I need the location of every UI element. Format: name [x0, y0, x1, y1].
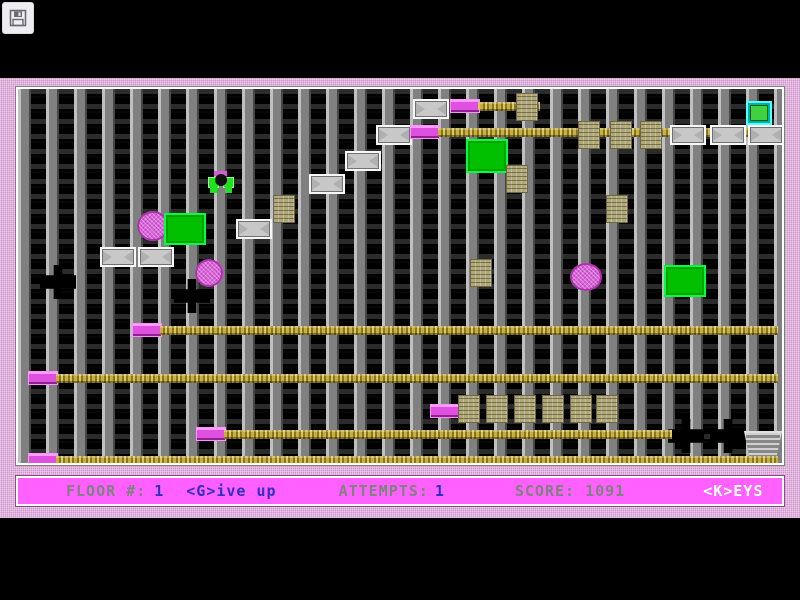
- player-head: [215, 174, 227, 186]
- cyan-item-sprite[interactable]: [746, 101, 772, 125]
- rope-sprite[interactable]: [56, 456, 778, 463]
- clamp-sprite[interactable]: [100, 247, 136, 267]
- rope-sprite[interactable]: [480, 102, 540, 111]
- score-value: 1091: [585, 482, 626, 500]
- rubble-sprite: [606, 195, 628, 223]
- rope-sprite[interactable]: [160, 326, 778, 335]
- give-up-command[interactable]: <G>ive up: [186, 482, 277, 500]
- clamp-sprite[interactable]: [345, 151, 381, 171]
- door-sprite[interactable]: [164, 213, 206, 245]
- player-hat: [214, 171, 227, 176]
- cart-sprite[interactable]: [28, 371, 58, 385]
- cart-sprite[interactable]: [132, 323, 162, 337]
- rope-sprite[interactable]: [224, 430, 672, 439]
- player-sprite[interactable]: [208, 171, 234, 193]
- floor-label: FLOOR #:: [66, 482, 147, 500]
- door-sprite[interactable]: [466, 139, 508, 173]
- rubble-sprite: [640, 121, 662, 149]
- rubble-sprite: [516, 93, 538, 121]
- rubble-sprite: [578, 121, 600, 149]
- cart-sprite[interactable]: [196, 427, 226, 441]
- save-button[interactable]: [2, 2, 34, 34]
- clamp-sprite[interactable]: [710, 125, 746, 145]
- floppy-disk-icon: [9, 9, 27, 27]
- door-sprite[interactable]: [664, 265, 706, 297]
- clamp-sprite[interactable]: [748, 125, 782, 145]
- playfield[interactable]: [18, 89, 782, 463]
- rubble-sprite: [486, 395, 508, 423]
- player-leg-right: [225, 185, 232, 193]
- ball-sprite[interactable]: [570, 263, 602, 291]
- playfield-border: [16, 87, 784, 465]
- clamp-sprite[interactable]: [309, 174, 345, 194]
- clamp-sprite[interactable]: [236, 219, 272, 239]
- rubble-sprite: [273, 195, 295, 223]
- clamp-sprite[interactable]: [376, 125, 412, 145]
- rubble-sprite: [570, 395, 592, 423]
- rubble-sprite: [470, 259, 492, 287]
- rubble-sprite: [458, 395, 480, 423]
- keys-command[interactable]: <K>EYS: [703, 482, 764, 500]
- attempts-label: ATTEMPTS:: [338, 482, 429, 500]
- rope-sprite[interactable]: [56, 374, 778, 383]
- cart-sprite[interactable]: [430, 404, 460, 418]
- rubble-sprite: [542, 395, 564, 423]
- cart-sprite[interactable]: [28, 453, 58, 463]
- floor-value: 1: [154, 482, 165, 500]
- status-bar: FLOOR #: 1 <G>ive up ATTEMPTS: 1 SCORE: …: [16, 476, 784, 506]
- rubble-sprite: [506, 165, 528, 193]
- rubble-sprite: [610, 121, 632, 149]
- ball-sprite[interactable]: [195, 259, 223, 287]
- player-leg-left: [210, 185, 217, 193]
- toolbar: [0, 0, 800, 34]
- cart-sprite[interactable]: [410, 125, 440, 139]
- rubble-sprite: [596, 395, 618, 423]
- game-window: FLOOR #: 1 <G>ive up ATTEMPTS: 1 SCORE: …: [0, 78, 800, 518]
- cart-sprite[interactable]: [450, 99, 480, 113]
- attempts-value: 1: [434, 482, 445, 500]
- clamp-sprite[interactable]: [413, 99, 449, 119]
- clamp-sprite[interactable]: [138, 247, 174, 267]
- clamp-sprite[interactable]: [670, 125, 706, 145]
- rubble-sprite: [514, 395, 536, 423]
- building-pillars: [18, 89, 782, 463]
- ball-sprite[interactable]: [137, 211, 169, 241]
- score-label: SCORE:: [514, 482, 576, 500]
